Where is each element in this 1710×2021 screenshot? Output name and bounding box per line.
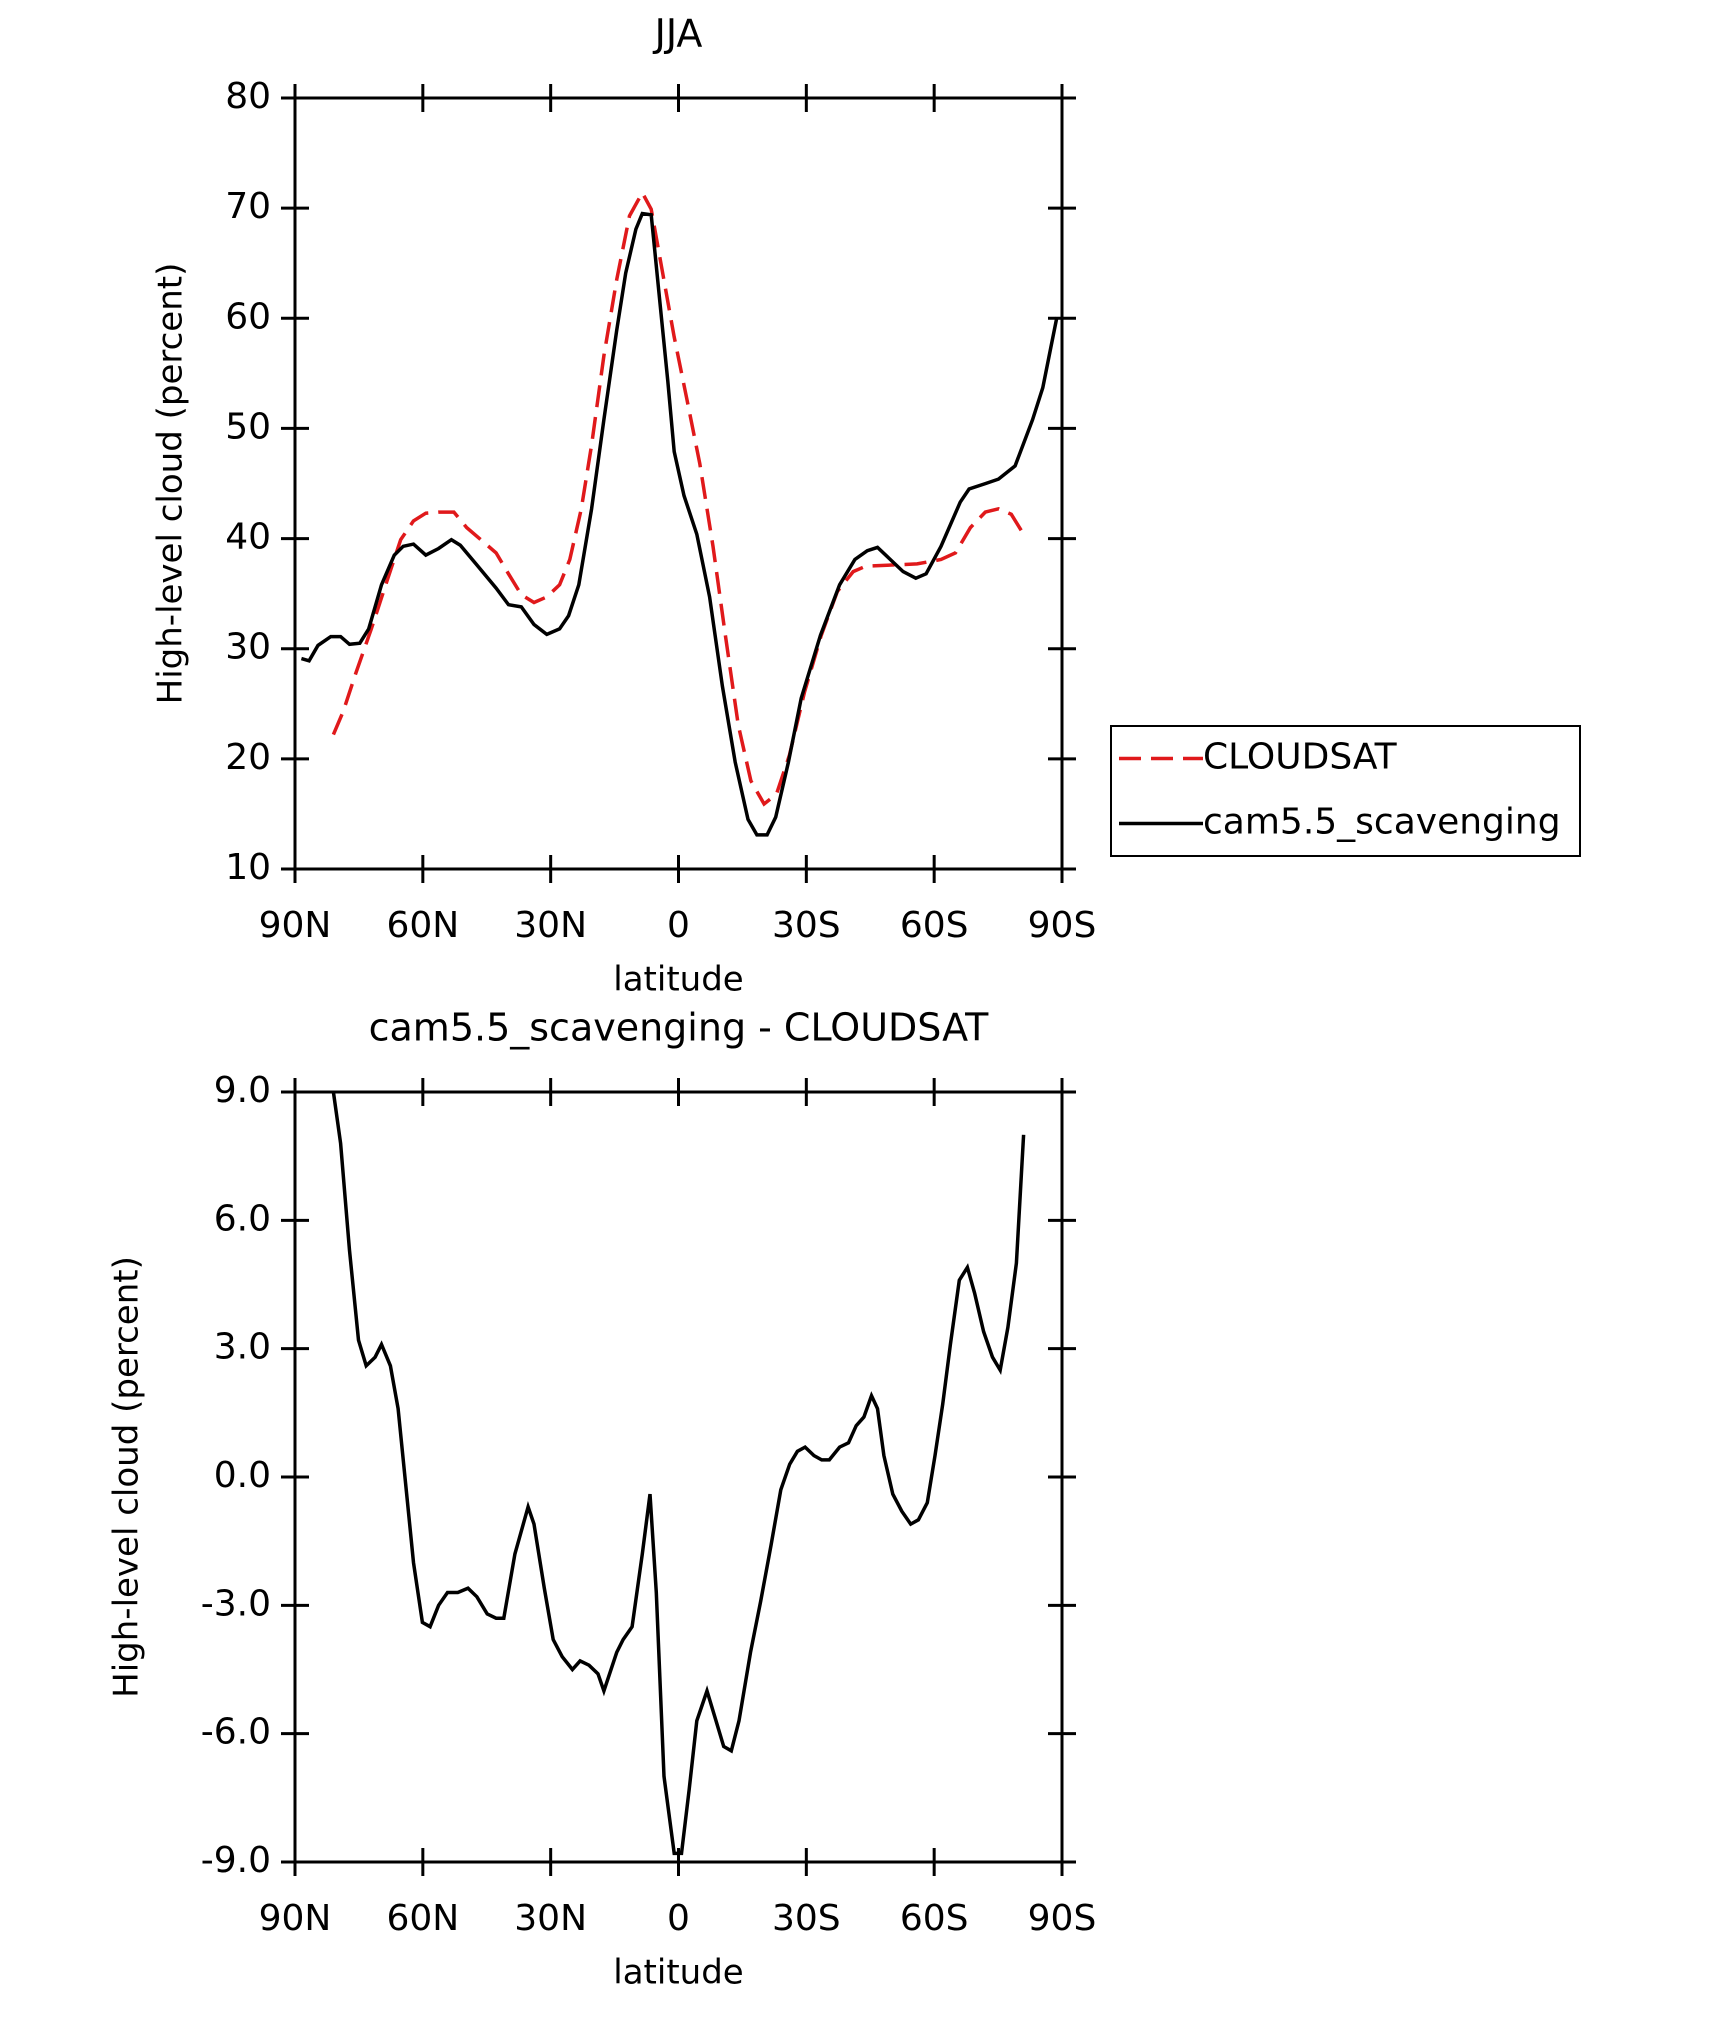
x-tick-label: 30N [514, 905, 587, 946]
y-tick-label: 30 [225, 627, 271, 668]
series-line [331, 189, 1026, 807]
x-tick-label: 30S [772, 905, 841, 946]
chart-title: cam5.5_scavenging - CLOUDSAT [369, 1006, 990, 1050]
legend-label: cam5.5_scavenging [1203, 802, 1561, 843]
y-tick-label: 3.0 [214, 1327, 271, 1368]
x-tick-label: 60S [900, 905, 969, 946]
y-tick-label: 60 [225, 296, 271, 337]
x-tick-label: 90S [1028, 905, 1097, 946]
x-tick-label: 0 [667, 905, 690, 946]
series-line [300, 211, 1059, 837]
series-line [331, 1091, 1026, 1856]
plot-frame [293, 96, 1064, 871]
y-axis-label: High-level cloud (percent) [151, 263, 191, 705]
x-tick-label: 30S [772, 1898, 841, 1939]
x-tick-label: 90S [1028, 1898, 1097, 1939]
y-tick-label: 10 [225, 847, 271, 888]
x-tick-label: 90N [259, 905, 332, 946]
legend-box [1110, 725, 1581, 857]
plot-frame [293, 1090, 1064, 1864]
x-axis-label: latitude [613, 960, 743, 1000]
y-tick-label: 40 [225, 517, 271, 558]
y-tick-label: -9.0 [201, 1840, 271, 1881]
y-tick-label: 20 [225, 737, 271, 778]
y-tick-label: 0.0 [214, 1455, 271, 1496]
x-tick-label: 60N [386, 905, 459, 946]
y-tick-label: -6.0 [201, 1712, 271, 1753]
legend-label: CLOUDSAT [1203, 737, 1398, 778]
y-tick-label: 80 [225, 76, 271, 117]
y-tick-label: 50 [225, 406, 271, 447]
y-tick-label: 6.0 [214, 1198, 271, 1239]
y-tick-label: -3.0 [201, 1583, 271, 1624]
x-tick-label: 0 [667, 1898, 690, 1939]
x-axis-label: latitude [613, 1953, 743, 1993]
y-tick-label: 9.0 [214, 1070, 271, 1111]
x-tick-label: 90N [259, 1898, 332, 1939]
x-tick-label: 30N [514, 1898, 587, 1939]
x-tick-label: 60N [386, 1898, 459, 1939]
x-tick-label: 60S [900, 1898, 969, 1939]
chart-title: JJA [653, 12, 703, 56]
y-tick-label: 70 [225, 186, 271, 227]
y-axis-label: High-level cloud (percent) [107, 1256, 147, 1698]
